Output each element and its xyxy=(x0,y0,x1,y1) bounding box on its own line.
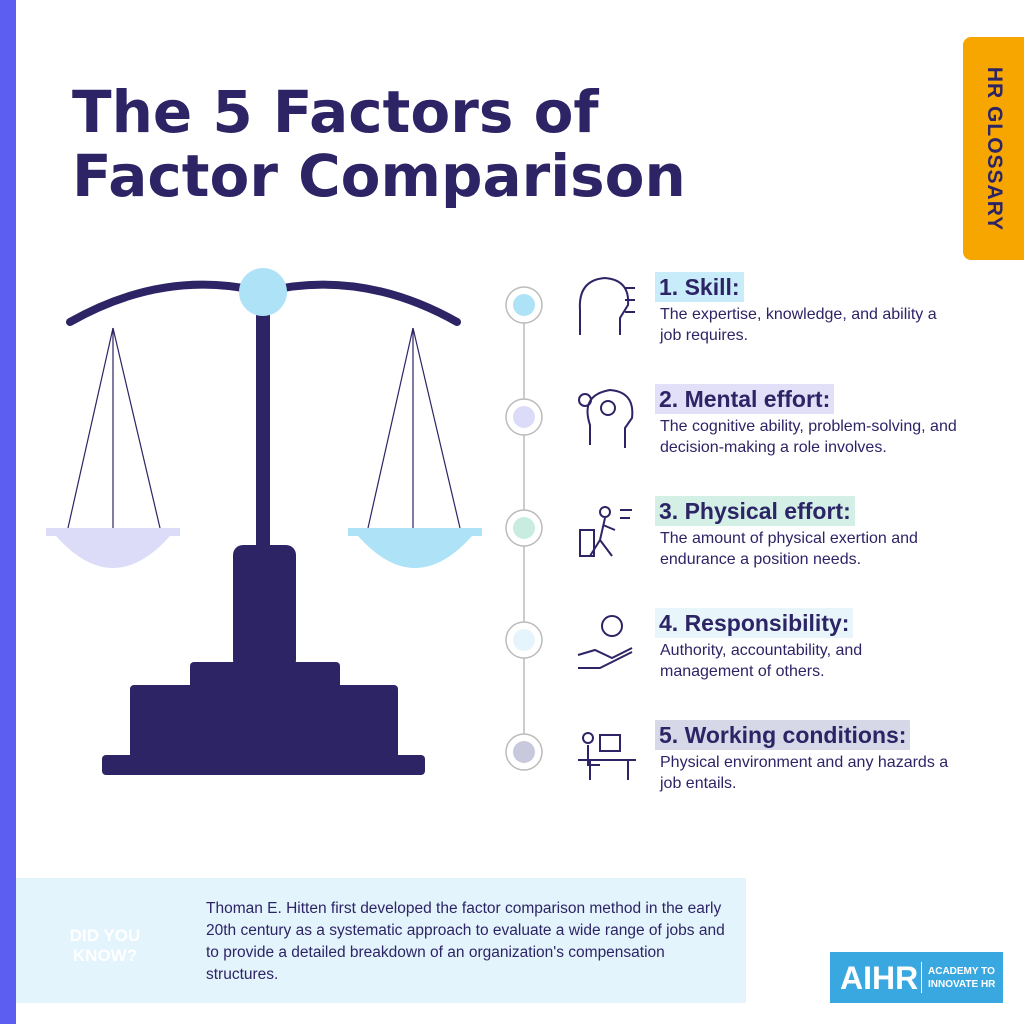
label-line: KNOW? xyxy=(72,946,138,965)
factor-description: The expertise, knowledge, and ability a … xyxy=(660,306,937,344)
logo: AIHR ACADEMY TO INNOVATE HR xyxy=(830,952,1003,1003)
factor-description: The cognitive ability, problem-solving, … xyxy=(660,418,957,456)
factor-heading: 2. Mental effort: xyxy=(655,384,835,414)
factor-heading: 3. Physical effort: xyxy=(655,496,855,526)
tagline-line: ACADEMY TO xyxy=(928,966,995,977)
logo-name: AIHR xyxy=(840,960,919,996)
timeline-dots xyxy=(505,286,543,771)
factor-heading: 1. Skill: xyxy=(655,272,744,302)
label-line: DID YOU xyxy=(69,926,141,945)
side-bar xyxy=(0,0,16,1024)
badge-text: HR GLOSSARY xyxy=(982,66,1006,231)
did-you-know-panel xyxy=(16,878,746,1003)
title-line: Factor Comparison xyxy=(72,142,686,210)
factor-description: Physical environment and any hazards a j… xyxy=(660,754,949,792)
factor-heading: 5. Working conditions: xyxy=(655,720,911,750)
icons xyxy=(577,276,636,780)
factor-heading: 4. Responsibility: xyxy=(655,608,854,638)
title: The 5 Factors of Factor Comparison xyxy=(72,80,686,208)
tagline-line: INNOVATE HR xyxy=(928,979,996,990)
badge: HR GLOSSARY xyxy=(963,37,1024,260)
factor-description: The amount of physical exertion and endu… xyxy=(660,530,918,568)
logo-divider xyxy=(921,962,922,993)
scale xyxy=(46,268,482,775)
factor-description: Authority, accountability, and managemen… xyxy=(660,642,863,680)
did-you-know-label: DID YOU KNOW? xyxy=(50,926,160,966)
did-you-know-text: Thoman E. Hitten first developed the fac… xyxy=(206,900,725,983)
logo-tagline: ACADEMY TO INNOVATE HR xyxy=(928,965,995,991)
title-line: The 5 Factors of xyxy=(72,78,599,146)
